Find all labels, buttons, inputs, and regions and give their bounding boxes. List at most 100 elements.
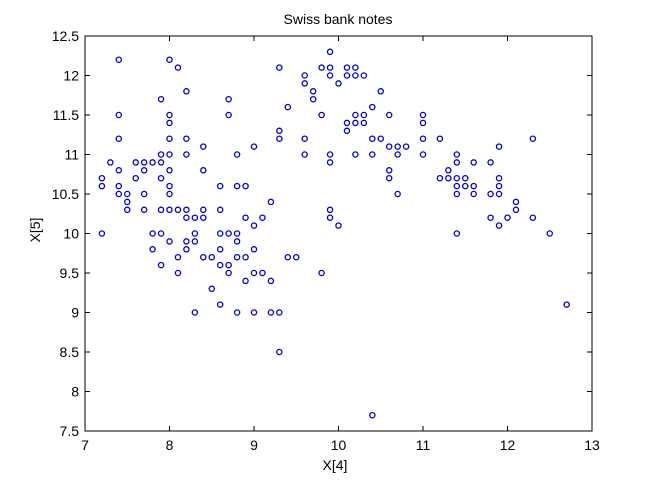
y-tick-label: 9 xyxy=(71,305,79,321)
data-point xyxy=(546,230,554,237)
y-tick-label: 11 xyxy=(64,147,79,163)
x-tick-label: 11 xyxy=(416,437,431,453)
data-point xyxy=(419,135,427,142)
data-point xyxy=(369,151,376,158)
data-point xyxy=(225,261,232,269)
data-point xyxy=(402,143,410,150)
data-point xyxy=(208,285,215,293)
data-point xyxy=(563,301,570,308)
data-point xyxy=(326,48,334,56)
data-point xyxy=(326,72,334,79)
data-points xyxy=(98,48,570,419)
data-point xyxy=(200,253,207,261)
data-point xyxy=(529,135,537,142)
data-point xyxy=(259,269,266,277)
data-point xyxy=(309,88,317,95)
data-point xyxy=(301,151,308,158)
data-point xyxy=(377,135,384,142)
data-point xyxy=(191,309,199,316)
data-point xyxy=(369,135,376,142)
data-point xyxy=(149,246,156,253)
data-point xyxy=(183,135,190,142)
data-point xyxy=(276,64,283,71)
data-point xyxy=(453,151,461,158)
data-point xyxy=(242,214,249,221)
data-point xyxy=(495,222,503,229)
data-point xyxy=(318,64,325,71)
data-point xyxy=(267,277,275,285)
data-point xyxy=(326,214,334,221)
data-point xyxy=(115,135,123,142)
data-point xyxy=(369,103,376,111)
x-tick-label: 7 xyxy=(81,437,89,453)
data-point xyxy=(250,309,258,316)
data-point xyxy=(242,182,249,190)
data-point xyxy=(326,159,334,166)
data-point xyxy=(140,190,148,198)
data-point xyxy=(495,190,503,198)
data-point xyxy=(385,111,393,119)
data-point xyxy=(157,174,165,182)
data-point xyxy=(166,119,173,127)
data-point xyxy=(225,111,232,119)
data-point xyxy=(453,190,461,198)
data-point xyxy=(157,159,165,166)
data-point xyxy=(200,167,207,174)
y-axis-label: X[5] xyxy=(27,218,43,243)
data-point xyxy=(115,56,123,63)
data-point xyxy=(360,111,368,119)
data-point xyxy=(394,143,401,150)
y-tick-label: 7.5 xyxy=(60,423,80,439)
data-point xyxy=(318,269,325,277)
data-point xyxy=(183,246,190,253)
data-point xyxy=(183,88,190,95)
data-point xyxy=(343,127,351,135)
data-point xyxy=(233,309,241,316)
data-point xyxy=(157,230,165,237)
data-point xyxy=(504,214,511,221)
data-point xyxy=(487,214,494,221)
data-point xyxy=(369,411,376,419)
data-point xyxy=(183,151,190,158)
data-point xyxy=(394,190,401,198)
data-point xyxy=(419,119,427,127)
x-tick-label: 10 xyxy=(331,437,347,453)
data-point xyxy=(216,301,224,308)
data-point xyxy=(157,151,165,158)
data-point xyxy=(115,190,123,198)
data-point xyxy=(124,206,131,214)
data-point xyxy=(259,214,266,221)
data-point xyxy=(166,206,173,214)
y-tick-label: 12 xyxy=(63,68,79,84)
y-tick-label: 10.5 xyxy=(52,186,79,202)
data-point xyxy=(445,167,452,174)
data-point xyxy=(233,253,241,261)
data-point xyxy=(166,182,173,190)
data-point xyxy=(98,182,106,190)
data-point xyxy=(276,127,283,135)
data-point xyxy=(470,190,477,198)
data-point xyxy=(394,151,401,158)
data-point xyxy=(242,253,249,261)
data-point xyxy=(216,182,224,190)
data-point xyxy=(166,151,173,158)
data-point xyxy=(132,174,139,182)
data-point xyxy=(216,230,224,237)
data-point xyxy=(419,111,427,119)
data-point xyxy=(157,206,165,214)
data-point xyxy=(124,190,131,198)
y-tick-label: 9.5 xyxy=(60,265,80,281)
data-point xyxy=(284,103,292,111)
data-point xyxy=(495,182,503,190)
data-point xyxy=(166,238,173,245)
data-point xyxy=(470,159,477,166)
data-point xyxy=(191,238,199,245)
data-point xyxy=(149,230,156,237)
data-point xyxy=(216,261,224,269)
data-point xyxy=(318,111,325,119)
data-point xyxy=(149,159,156,166)
x-tick-label: 12 xyxy=(500,437,516,453)
data-point xyxy=(200,206,207,214)
y-tick-label: 8 xyxy=(71,384,79,400)
data-point xyxy=(98,174,106,182)
